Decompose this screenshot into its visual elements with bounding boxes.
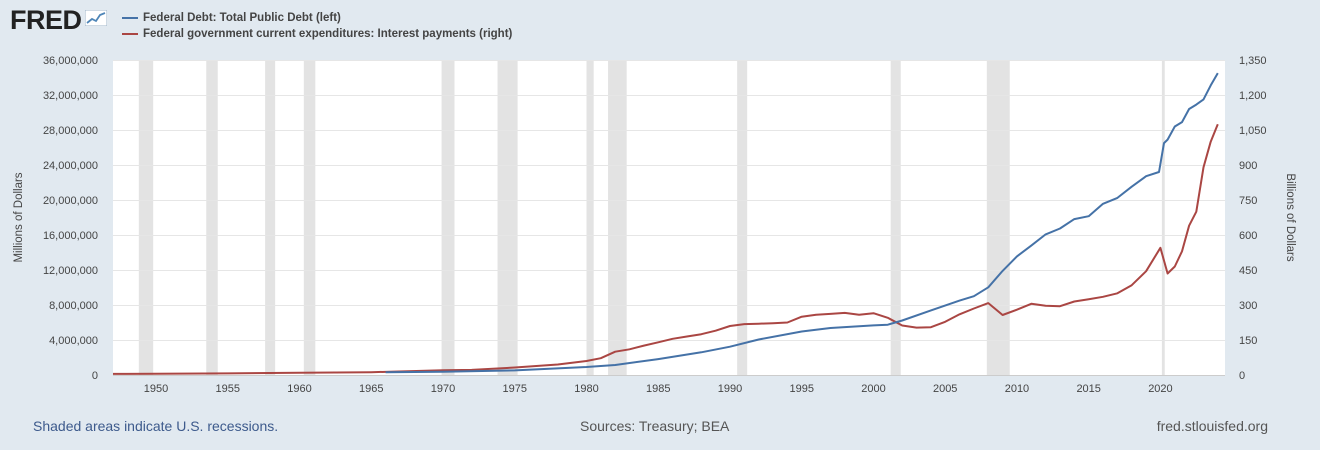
left-tick-label: 8,000,000 — [49, 300, 98, 312]
right-tick-label: 900 — [1239, 160, 1257, 172]
recession-band — [890, 60, 901, 375]
recession-band — [206, 60, 218, 375]
right-tick-label: 750 — [1239, 195, 1257, 207]
left-tick-label: 32,000,000 — [43, 90, 98, 102]
left-tick-label: 12,000,000 — [43, 265, 98, 277]
recession-band — [986, 60, 1010, 375]
x-tick-label: 2020 — [1148, 383, 1172, 395]
right-tick-label: 0 — [1239, 370, 1245, 382]
recession-band — [1161, 60, 1165, 375]
right-axis-title: Billions of Dollars — [1284, 173, 1296, 261]
left-tick-label: 20,000,000 — [43, 195, 98, 207]
x-tick-label: 1995 — [789, 383, 813, 395]
legend-label-interest: Federal government current expenditures:… — [143, 28, 513, 40]
x-tick-label: 2010 — [1005, 383, 1029, 395]
x-tick-label: 1965 — [359, 383, 383, 395]
legend-label-debt: Federal Debt: Total Public Debt (left) — [143, 12, 341, 24]
legend-swatch-interest — [122, 33, 138, 35]
left-axis: 0 4,000,000 8,000,000 12,000,000 16,000,000 2… — [43, 55, 98, 382]
plot-background — [113, 60, 1225, 375]
x-tick-label: 1950 — [144, 383, 168, 395]
legend-item-debt: Federal Debt: Total Public Debt (left) — [122, 10, 512, 26]
recession-band — [138, 60, 154, 375]
x-tick-label: 1970 — [431, 383, 455, 395]
recession-note-link[interactable]: Shaded areas indicate U.S. recessions. — [33, 418, 279, 434]
chart-legend: Federal Debt: Total Public Debt (left) F… — [122, 10, 512, 42]
x-axis: 1950 1955 1960 1965 1970 1975 1980 1985 1990 1995… — [144, 383, 1173, 395]
recession-band — [441, 60, 455, 375]
right-tick-label: 150 — [1239, 335, 1257, 347]
sources-text: Sources: Treasury; BEA — [580, 418, 730, 434]
left-tick-label: 0 — [92, 370, 98, 382]
x-tick-label: 2005 — [933, 383, 957, 395]
left-axis-title: Millions of Dollars — [13, 172, 25, 262]
legend-item-interest: Federal government current expenditures:… — [122, 26, 512, 42]
x-tick-label: 1960 — [287, 383, 311, 395]
x-tick-label: 2015 — [1076, 383, 1100, 395]
recession-band — [737, 60, 748, 375]
left-tick-label: 36,000,000 — [43, 55, 98, 67]
left-tick-label: 24,000,000 — [43, 160, 98, 172]
right-tick-label: 1,350 — [1239, 55, 1267, 67]
recession-band — [586, 60, 594, 375]
x-tick-label: 1955 — [216, 383, 240, 395]
plot-area — [113, 60, 1225, 375]
series-line-interest — [112, 123, 1219, 375]
recession-band — [303, 60, 316, 375]
recession-band — [497, 60, 518, 375]
x-tick-label: 1985 — [646, 383, 670, 395]
right-tick-label: 1,200 — [1239, 90, 1267, 102]
left-tick-label: 28,000,000 — [43, 125, 98, 137]
right-tick-label: 1,050 — [1239, 125, 1267, 137]
site-url[interactable]: fred.stlouisfed.org — [1156, 418, 1268, 434]
right-tick-label: 300 — [1239, 300, 1257, 312]
right-tick-label: 450 — [1239, 265, 1257, 277]
chart[interactable]: 0 4,000,000 8,000,000 12,000,000 16,000,000 2… — [0, 0, 1320, 410]
x-tick-label: 1990 — [718, 383, 742, 395]
recession-shading — [138, 60, 1165, 375]
legend-swatch-debt — [122, 17, 138, 19]
right-axis: 0 150 300 450 600 750 900 1,050 1,200 1,350 — [1239, 55, 1267, 382]
left-tick-label: 4,000,000 — [49, 335, 98, 347]
recession-band — [608, 60, 627, 375]
x-tick-label: 2000 — [861, 383, 885, 395]
series-line-debt — [385, 72, 1219, 374]
logo-text: FRED — [10, 5, 82, 35]
x-tick-label: 1980 — [574, 383, 598, 395]
right-tick-label: 600 — [1239, 230, 1257, 242]
series-layer — [112, 72, 1219, 375]
recession-band — [265, 60, 276, 375]
left-tick-label: 16,000,000 — [43, 230, 98, 242]
x-tick-label: 1975 — [503, 383, 527, 395]
